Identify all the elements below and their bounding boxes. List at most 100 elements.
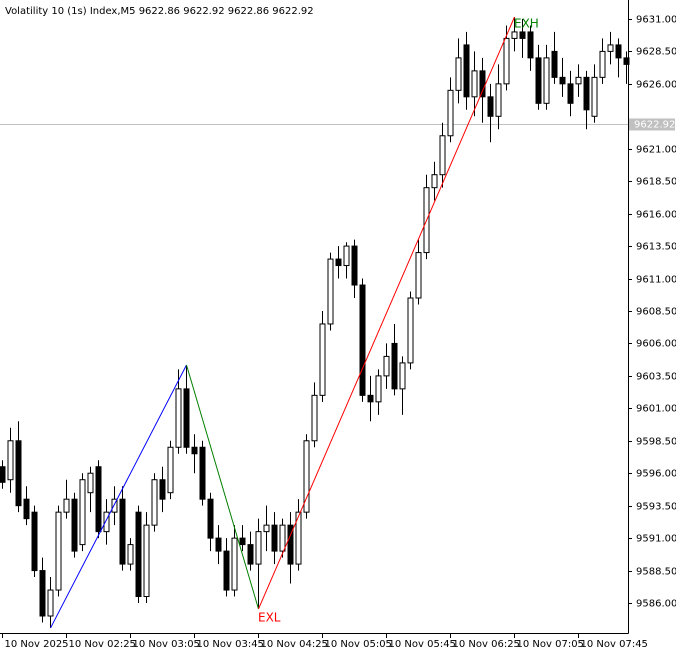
candle-body <box>7 440 14 481</box>
zigzag-segment <box>186 364 259 610</box>
candle-body <box>383 355 390 377</box>
candle-body <box>127 544 134 565</box>
y-tick-label: 9616.00 <box>636 210 676 221</box>
y-tick-label: 9626.00 <box>636 80 676 91</box>
candle-body <box>279 524 286 552</box>
candle-body <box>567 83 574 104</box>
current-price-label: 9622.92 <box>634 120 675 131</box>
x-tick-label: 10 Nov 07:05 <box>517 639 584 649</box>
candle-body <box>335 258 342 267</box>
y-tick-label: 9601.00 <box>636 404 676 415</box>
y-tick-label: 9596.00 <box>636 469 676 480</box>
candle-body <box>591 76 598 117</box>
candle-body <box>583 76 590 111</box>
candle-body <box>615 44 622 59</box>
candle-body <box>519 31 526 39</box>
candle-body <box>15 440 22 507</box>
candle-body <box>319 323 326 396</box>
candle-body <box>167 446 174 494</box>
candle-body <box>511 31 518 39</box>
candle-body <box>143 524 150 598</box>
candle-body <box>431 174 438 189</box>
y-tick-label: 9628.50 <box>636 47 676 58</box>
y-tick-label: 9598.50 <box>636 437 676 448</box>
candle-body <box>183 388 190 448</box>
chart-title: Volatility 10 (1s) Index,M5 9622.86 9622… <box>5 6 314 17</box>
candle-body <box>463 44 470 98</box>
candle-body <box>55 511 62 591</box>
y-tick-label: 9593.50 <box>636 502 676 513</box>
x-tick-label: 10 Nov 05:45 <box>389 639 456 649</box>
candle-body <box>87 472 94 494</box>
zigzag-label: EXH <box>514 17 539 31</box>
y-tick-label: 9611.00 <box>636 275 676 286</box>
candle-body <box>487 96 494 117</box>
candle-body <box>527 31 534 59</box>
candle-body <box>607 44 614 52</box>
candle-body <box>447 89 454 137</box>
candle-body <box>407 297 414 364</box>
y-tick-label: 9603.50 <box>636 372 676 383</box>
candle-body <box>175 388 182 448</box>
candle-body <box>231 537 238 591</box>
candle-body <box>151 479 158 526</box>
candle-body <box>39 570 46 617</box>
candle-body <box>367 394 374 403</box>
candle-body <box>343 245 350 267</box>
candle-body <box>479 70 486 98</box>
zigzag-segment <box>258 16 515 610</box>
candle-body <box>247 544 254 565</box>
candle-body <box>207 498 214 539</box>
x-tick-label: 10 Nov 02:25 <box>69 639 136 649</box>
candle-body <box>359 284 366 396</box>
candle-body <box>599 50 606 78</box>
candle-body <box>31 511 38 572</box>
candle-body <box>103 511 110 533</box>
candle-body <box>263 524 270 533</box>
x-tick-label: 10 Nov 2025 <box>5 639 69 649</box>
candle-body <box>415 252 422 299</box>
candle-body <box>295 511 302 565</box>
y-tick-label: 9608.50 <box>636 307 676 318</box>
candle-body <box>287 524 294 565</box>
candle-body <box>95 466 102 533</box>
candle-body <box>559 76 566 85</box>
candle-body <box>399 362 406 390</box>
candle-body <box>535 57 542 104</box>
candle-body <box>375 375 382 403</box>
x-tick-label: 10 Nov 04:25 <box>261 639 328 649</box>
candle-body <box>391 342 398 390</box>
x-tick-label: 10 Nov 05:05 <box>325 639 392 649</box>
candle-body <box>543 57 550 104</box>
zigzag-label: EXL <box>258 610 281 624</box>
candle-body <box>439 135 446 176</box>
candle-body <box>47 589 54 617</box>
y-tick-label: 9621.00 <box>636 145 676 156</box>
candle-body <box>503 37 510 85</box>
x-tick-label: 10 Nov 03:05 <box>133 639 200 649</box>
x-tick-label: 10 Nov 03:45 <box>197 639 264 649</box>
candle-body <box>271 524 278 552</box>
candle-body <box>135 511 142 598</box>
candle-body <box>223 550 230 591</box>
candle-body <box>255 531 262 565</box>
candle-body <box>215 537 222 552</box>
candle-body <box>0 466 6 483</box>
candle-body <box>455 57 462 91</box>
candle-body <box>79 479 86 546</box>
y-tick-label: 9606.00 <box>636 339 676 350</box>
candle-body <box>551 50 558 78</box>
candle-body <box>351 245 358 286</box>
candle-body <box>159 479 166 500</box>
y-tick-label: 9591.00 <box>636 534 676 545</box>
candle-body <box>303 440 310 513</box>
candle-body <box>575 76 582 85</box>
candle-body <box>23 498 30 520</box>
y-tick-label: 9613.50 <box>636 242 676 253</box>
candle-body <box>311 394 318 442</box>
zigzag-segment <box>50 364 187 629</box>
y-tick-label: 9586.00 <box>636 599 676 610</box>
candle-body <box>327 258 334 325</box>
